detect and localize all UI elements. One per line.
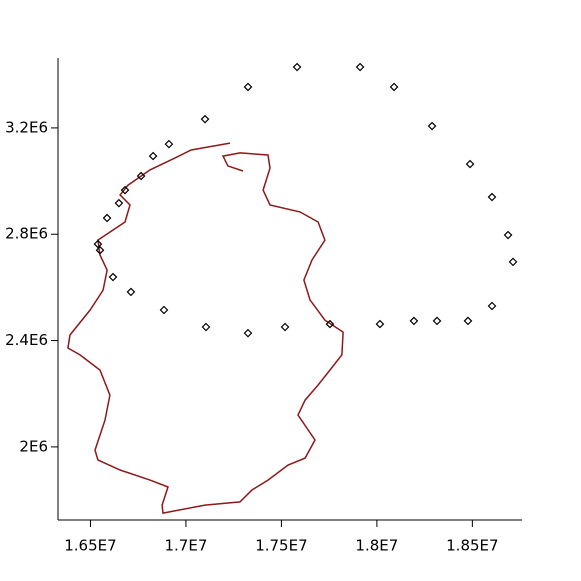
x-tick-label: 1.7E7 bbox=[164, 537, 207, 555]
point bbox=[432, 316, 442, 326]
point bbox=[136, 171, 146, 181]
y-tick-label: 2.8E6 bbox=[5, 225, 48, 243]
x-tick-label: 1.65E7 bbox=[64, 537, 116, 555]
point bbox=[120, 185, 130, 195]
y-tick-label: 2.4E6 bbox=[5, 331, 48, 349]
point bbox=[325, 319, 335, 329]
x-tick-label: 1.75E7 bbox=[255, 537, 307, 555]
point bbox=[243, 82, 253, 92]
point bbox=[280, 322, 290, 332]
point bbox=[108, 272, 118, 282]
point bbox=[503, 230, 513, 240]
point bbox=[463, 316, 473, 326]
point bbox=[200, 114, 210, 124]
point bbox=[243, 328, 253, 338]
point bbox=[93, 239, 103, 249]
curve bbox=[67, 142, 344, 514]
point bbox=[114, 198, 124, 208]
point bbox=[487, 192, 497, 202]
point bbox=[508, 257, 518, 267]
y-tick-label: 2E6 bbox=[19, 437, 48, 455]
point bbox=[465, 159, 475, 169]
x-tick-label: 1.85E7 bbox=[446, 537, 498, 555]
point bbox=[409, 316, 419, 326]
point bbox=[292, 62, 302, 72]
point bbox=[159, 305, 169, 315]
point bbox=[375, 319, 385, 329]
point bbox=[201, 322, 211, 332]
point bbox=[355, 62, 365, 72]
point bbox=[427, 121, 437, 131]
point bbox=[126, 287, 136, 297]
point bbox=[164, 139, 174, 149]
point bbox=[148, 151, 158, 161]
x-tick-label: 1.8E7 bbox=[355, 537, 398, 555]
point bbox=[102, 213, 112, 223]
y-tick-label: 3.2E6 bbox=[5, 118, 48, 136]
point bbox=[389, 82, 399, 92]
point bbox=[487, 301, 497, 311]
point bbox=[95, 245, 105, 255]
